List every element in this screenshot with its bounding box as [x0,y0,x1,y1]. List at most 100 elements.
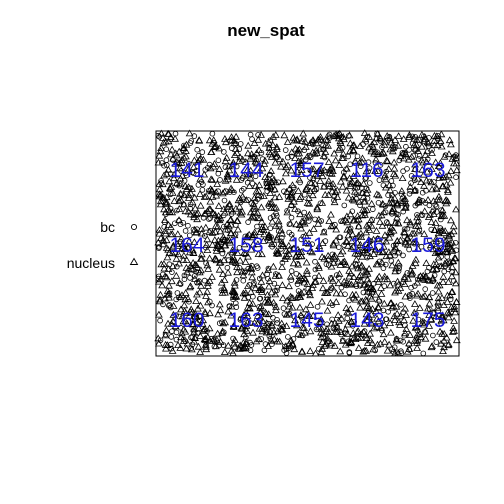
nucleus-point [329,258,338,266]
bc-point [366,180,373,186]
nucleus-point [370,324,378,332]
nucleus-point [275,155,284,163]
nucleus-point [202,240,211,248]
bc-point [206,216,212,222]
nucleus-point [442,196,450,203]
nucleus-point [346,147,354,155]
nucleus-point [252,337,261,345]
nucleus-point [301,275,310,283]
bc-point [402,322,408,329]
bc-point [295,295,301,301]
nucleus-point [447,216,455,224]
nucleus-point [372,155,380,163]
bc-point [413,310,419,317]
nucleus-point [347,318,356,325]
bc-point [339,144,346,151]
bc-point [215,335,221,342]
bc-point [416,197,423,203]
nucleus-point [294,186,303,194]
bc-point [157,337,164,344]
nucleus-point [377,289,386,297]
nucleus-point [227,346,236,354]
bc-point [221,329,227,336]
nucleus-point [296,193,305,200]
bc-point [246,172,253,179]
nucleus-point [365,264,373,272]
bc-point [173,329,180,336]
nucleus-point [158,180,167,188]
nucleus-point [258,164,267,172]
bc-point [248,342,255,348]
bc-point [216,320,223,327]
nucleus-point [185,311,194,319]
bc-point [410,153,417,159]
bc-point [203,342,209,348]
nucleus-point [270,185,279,193]
nucleus-point [177,333,185,341]
legend-triangle-icon [129,257,139,265]
nucleus-point [186,283,194,291]
nucleus-point [174,341,182,348]
bc-point [221,149,227,155]
nucleus-point [250,202,259,210]
nucleus-point [450,316,458,324]
bc-point [297,179,303,186]
nucleus-point [442,199,451,207]
nucleus-point [431,158,440,166]
bc-point [295,288,302,294]
nucleus-point [168,277,176,285]
bc-point [287,301,293,308]
nucleus-point [260,230,268,238]
nucleus-point [392,302,401,310]
nucleus-point [168,230,177,237]
nucleus-point [197,250,206,258]
nucleus-point [204,281,212,289]
nucleus-point [452,336,461,344]
nucleus-point [367,318,375,326]
bc-point [312,258,318,265]
nucleus-point [192,313,201,320]
bc-point [278,235,285,241]
nucleus-point [164,265,173,272]
nucleus-point [425,299,434,307]
nucleus-point [268,321,277,329]
bc-point [424,268,431,275]
nucleus-point [342,237,351,244]
nucleus-point [318,338,327,345]
nucleus-point [353,178,362,186]
nucleus-point [189,248,198,256]
bc-point [426,237,433,244]
bc-point [426,306,433,313]
nucleus-point [307,165,316,173]
nucleus-point [329,241,338,249]
nucleus-point [267,336,276,344]
nucleus-point [320,182,328,190]
bc-point [369,216,376,223]
nucleus-point [324,158,333,165]
nucleus-point [318,297,326,305]
nucleus-point [449,227,458,235]
bc-point [178,168,185,174]
nucleus-point [175,278,184,286]
nucleus-point [445,231,453,239]
bc-point [300,136,307,143]
nucleus-point [306,327,315,335]
nucleus-point [439,182,448,190]
nucleus-point [286,272,295,280]
nucleus-point [166,223,175,231]
bc-point [189,341,196,348]
bc-point [406,147,412,153]
bc-point [438,140,444,146]
nucleus-point [233,268,241,276]
nucleus-point [192,261,201,268]
bc-point [300,319,306,325]
nucleus-point [432,312,440,320]
bc-point [400,279,407,286]
nucleus-point [317,333,326,341]
nucleus-point [401,237,410,245]
nucleus-point [212,191,221,199]
nucleus-point [342,186,351,194]
nucleus-point [176,195,185,203]
nucleus-point [215,265,224,273]
nucleus-point [156,197,165,205]
